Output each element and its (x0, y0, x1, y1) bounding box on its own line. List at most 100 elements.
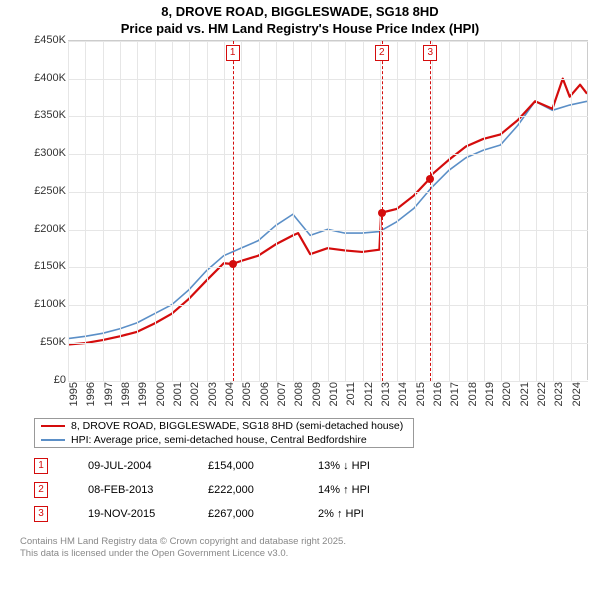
transaction-delta: 2% ↑ HPI (318, 508, 418, 520)
title-line-1: 8, DROVE ROAD, BIGGLESWADE, SG18 8HD (0, 4, 600, 21)
x-tick-label: 1997 (103, 382, 115, 406)
grid-line-v (172, 41, 173, 381)
grid-line-v (85, 41, 86, 381)
marker-vline-1 (233, 41, 234, 381)
marker-dot-1 (229, 260, 237, 268)
transaction-delta: 14% ↑ HPI (318, 484, 418, 496)
x-tick-label: 2018 (467, 382, 479, 406)
grid-line-v (415, 41, 416, 381)
grid-line-v (484, 41, 485, 381)
legend-row-1: HPI: Average price, semi-detached house,… (35, 433, 413, 447)
legend-row-0: 8, DROVE ROAD, BIGGLESWADE, SG18 8HD (se… (35, 419, 413, 433)
transaction-marker: 2 (34, 482, 48, 498)
y-tick-label: £100K (34, 298, 66, 310)
plot-region: 123 (68, 40, 588, 380)
y-axis: £0£50K£100K£150K£200K£250K£300K£350K£400… (20, 40, 68, 380)
grid-line-v (103, 41, 104, 381)
x-tick-label: 2006 (259, 382, 271, 406)
x-tick-label: 2005 (241, 382, 253, 406)
grid-line-v (259, 41, 260, 381)
x-tick-label: 2000 (155, 382, 167, 406)
x-tick-label: 2011 (345, 382, 357, 406)
x-tick-label: 2002 (189, 382, 201, 406)
x-tick-label: 1996 (85, 382, 97, 406)
grid-line-v (120, 41, 121, 381)
grid-line-v (397, 41, 398, 381)
y-tick-label: £350K (34, 109, 66, 121)
transaction-price: £154,000 (208, 460, 318, 472)
grid-line-v (467, 41, 468, 381)
chart-title-block: 8, DROVE ROAD, BIGGLESWADE, SG18 8HD Pri… (0, 0, 600, 40)
legend: 8, DROVE ROAD, BIGGLESWADE, SG18 8HD (se… (34, 418, 414, 448)
x-tick-label: 1995 (68, 382, 80, 406)
grid-line-v (241, 41, 242, 381)
transaction-row-1: 1 09-JUL-2004£154,00013% ↓ HPI (34, 454, 600, 478)
legend-label: HPI: Average price, semi-detached house,… (71, 434, 367, 446)
y-tick-label: £50K (40, 336, 66, 348)
x-tick-label: 2023 (553, 382, 565, 406)
grid-line-v (345, 41, 346, 381)
marker-box-2: 2 (375, 45, 389, 61)
grid-line-v (501, 41, 502, 381)
grid-line-v (68, 41, 69, 381)
grid-line-v (536, 41, 537, 381)
transaction-price: £267,000 (208, 508, 318, 520)
x-tick-label: 2014 (397, 382, 409, 406)
transaction-row-3: 3 19-NOV-2015£267,0002% ↑ HPI (34, 502, 600, 526)
x-tick-label: 2019 (484, 382, 496, 406)
legend-label: 8, DROVE ROAD, BIGGLESWADE, SG18 8HD (se… (71, 420, 403, 432)
marker-vline-3 (430, 41, 431, 381)
legend-swatch (41, 425, 65, 427)
grid-line-v (224, 41, 225, 381)
footer-attribution: Contains HM Land Registry data © Crown c… (20, 536, 600, 561)
x-tick-label: 2022 (536, 382, 548, 406)
grid-line-v (137, 41, 138, 381)
transaction-row-2: 2 08-FEB-2013£222,00014% ↑ HPI (34, 478, 600, 502)
transaction-delta: 13% ↓ HPI (318, 460, 418, 472)
y-tick-label: £250K (34, 185, 66, 197)
legend-swatch (41, 439, 65, 441)
x-tick-label: 2009 (311, 382, 323, 406)
grid-line-v (276, 41, 277, 381)
grid-line-v (189, 41, 190, 381)
transaction-date: 19-NOV-2015 (88, 508, 208, 520)
x-tick-label: 2003 (207, 382, 219, 406)
x-tick-label: 2020 (501, 382, 513, 406)
title-line-2: Price paid vs. HM Land Registry's House … (0, 21, 600, 38)
x-tick-label: 2015 (415, 382, 427, 406)
x-tick-label: 2013 (380, 382, 392, 406)
x-tick-label: 2001 (172, 382, 184, 406)
x-tick-label: 2004 (224, 382, 236, 406)
transaction-marker: 1 (34, 458, 48, 474)
transaction-date: 08-FEB-2013 (88, 484, 208, 496)
grid-line-v (311, 41, 312, 381)
x-tick-label: 2016 (432, 382, 444, 406)
transaction-date: 09-JUL-2004 (88, 460, 208, 472)
footer-line-2: This data is licensed under the Open Gov… (20, 548, 600, 560)
marker-dot-2 (378, 209, 386, 217)
grid-line-v (432, 41, 433, 381)
x-tick-label: 2024 (571, 382, 583, 406)
y-tick-label: £200K (34, 223, 66, 235)
grid-line-v (155, 41, 156, 381)
grid-line-v (293, 41, 294, 381)
y-tick-label: £400K (34, 72, 66, 84)
x-tick-label: 2012 (363, 382, 375, 406)
y-tick-label: £300K (34, 147, 66, 159)
transaction-marker: 3 (34, 506, 48, 522)
x-tick-label: 2008 (293, 382, 305, 406)
transaction-price: £222,000 (208, 484, 318, 496)
grid-line-v (519, 41, 520, 381)
grid-line-v (571, 41, 572, 381)
grid-line-v (207, 41, 208, 381)
x-tick-label: 2007 (276, 382, 288, 406)
x-tick-label: 2021 (519, 382, 531, 406)
x-tick-label: 2010 (328, 382, 340, 406)
x-tick-label: 2017 (449, 382, 461, 406)
grid-line-v (363, 41, 364, 381)
y-tick-label: £450K (34, 34, 66, 46)
grid-line-v (553, 41, 554, 381)
x-tick-label: 1998 (120, 382, 132, 406)
grid-line-v (328, 41, 329, 381)
footer-line-1: Contains HM Land Registry data © Crown c… (20, 536, 600, 548)
